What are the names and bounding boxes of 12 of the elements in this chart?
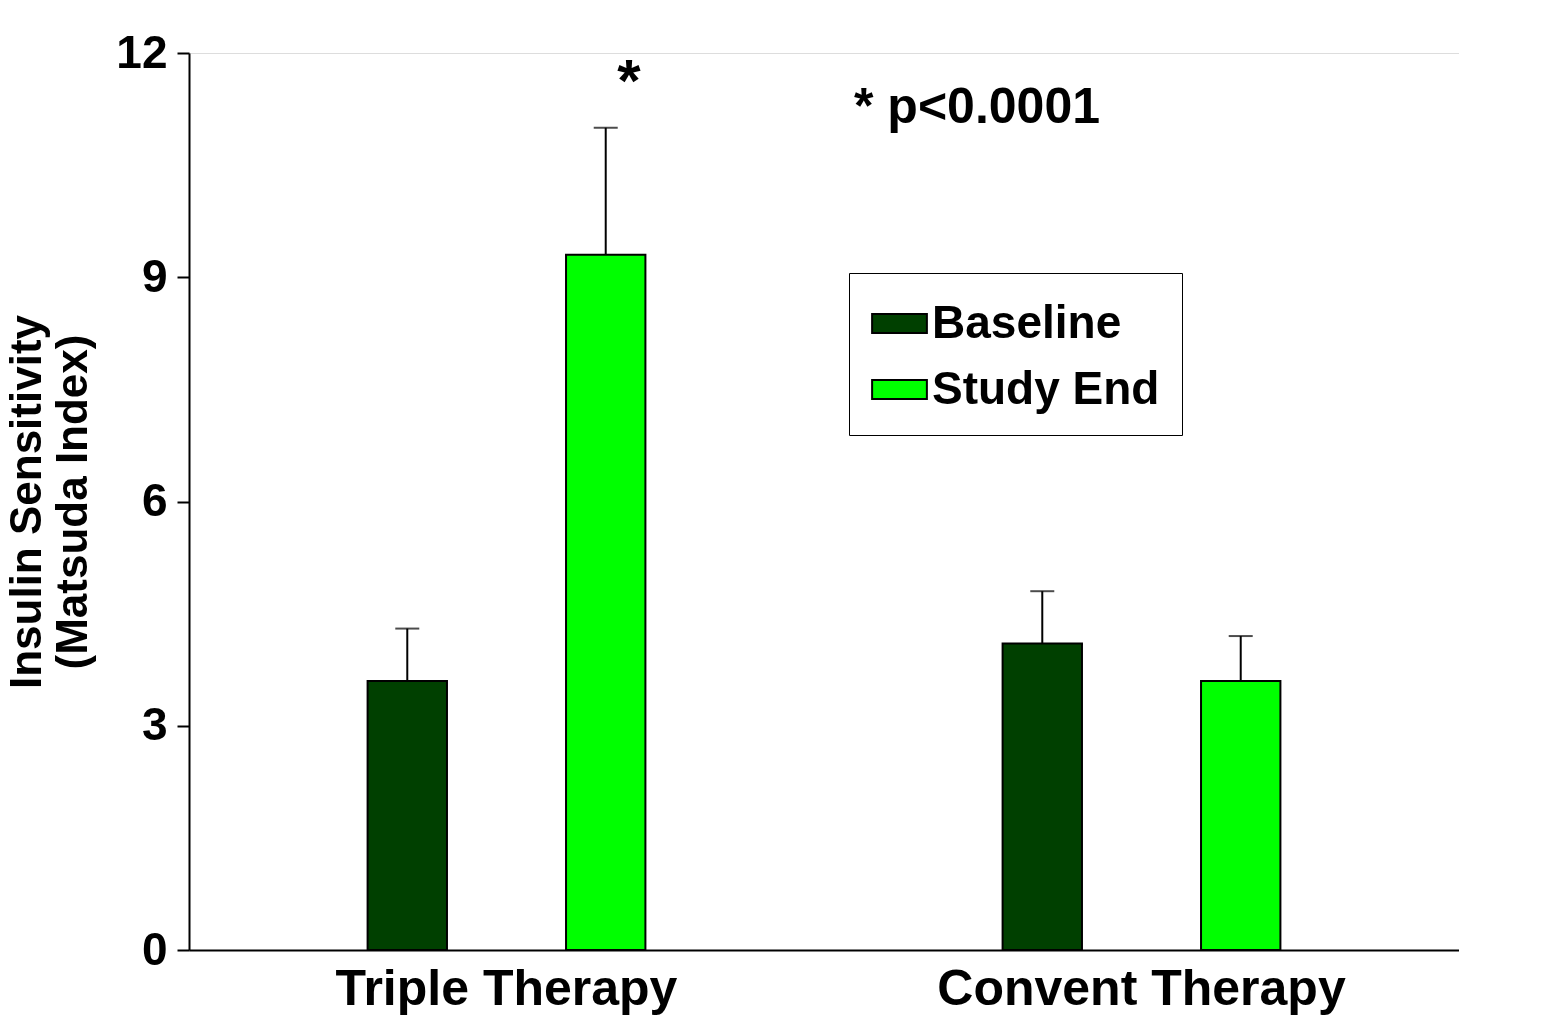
annotation: * p<0.0001 — [854, 78, 1101, 134]
annotation: * — [617, 47, 642, 114]
y-tick-label: 9 — [141, 249, 168, 302]
y-tick-label: 0 — [141, 922, 168, 975]
y-axis-title: Insulin Sensitivity (Matsuda Index) — [1, 314, 97, 690]
legend-label: Study End — [932, 361, 1160, 414]
x-tick-label: Convent Therapy — [937, 959, 1346, 1016]
x-tick-label: Triple Therapy — [335, 959, 678, 1016]
y-tick-label: 12 — [116, 25, 168, 78]
legend-label: Baseline — [932, 295, 1122, 348]
y-tick-label: 6 — [141, 474, 168, 526]
y-tick-label: 3 — [141, 698, 168, 751]
